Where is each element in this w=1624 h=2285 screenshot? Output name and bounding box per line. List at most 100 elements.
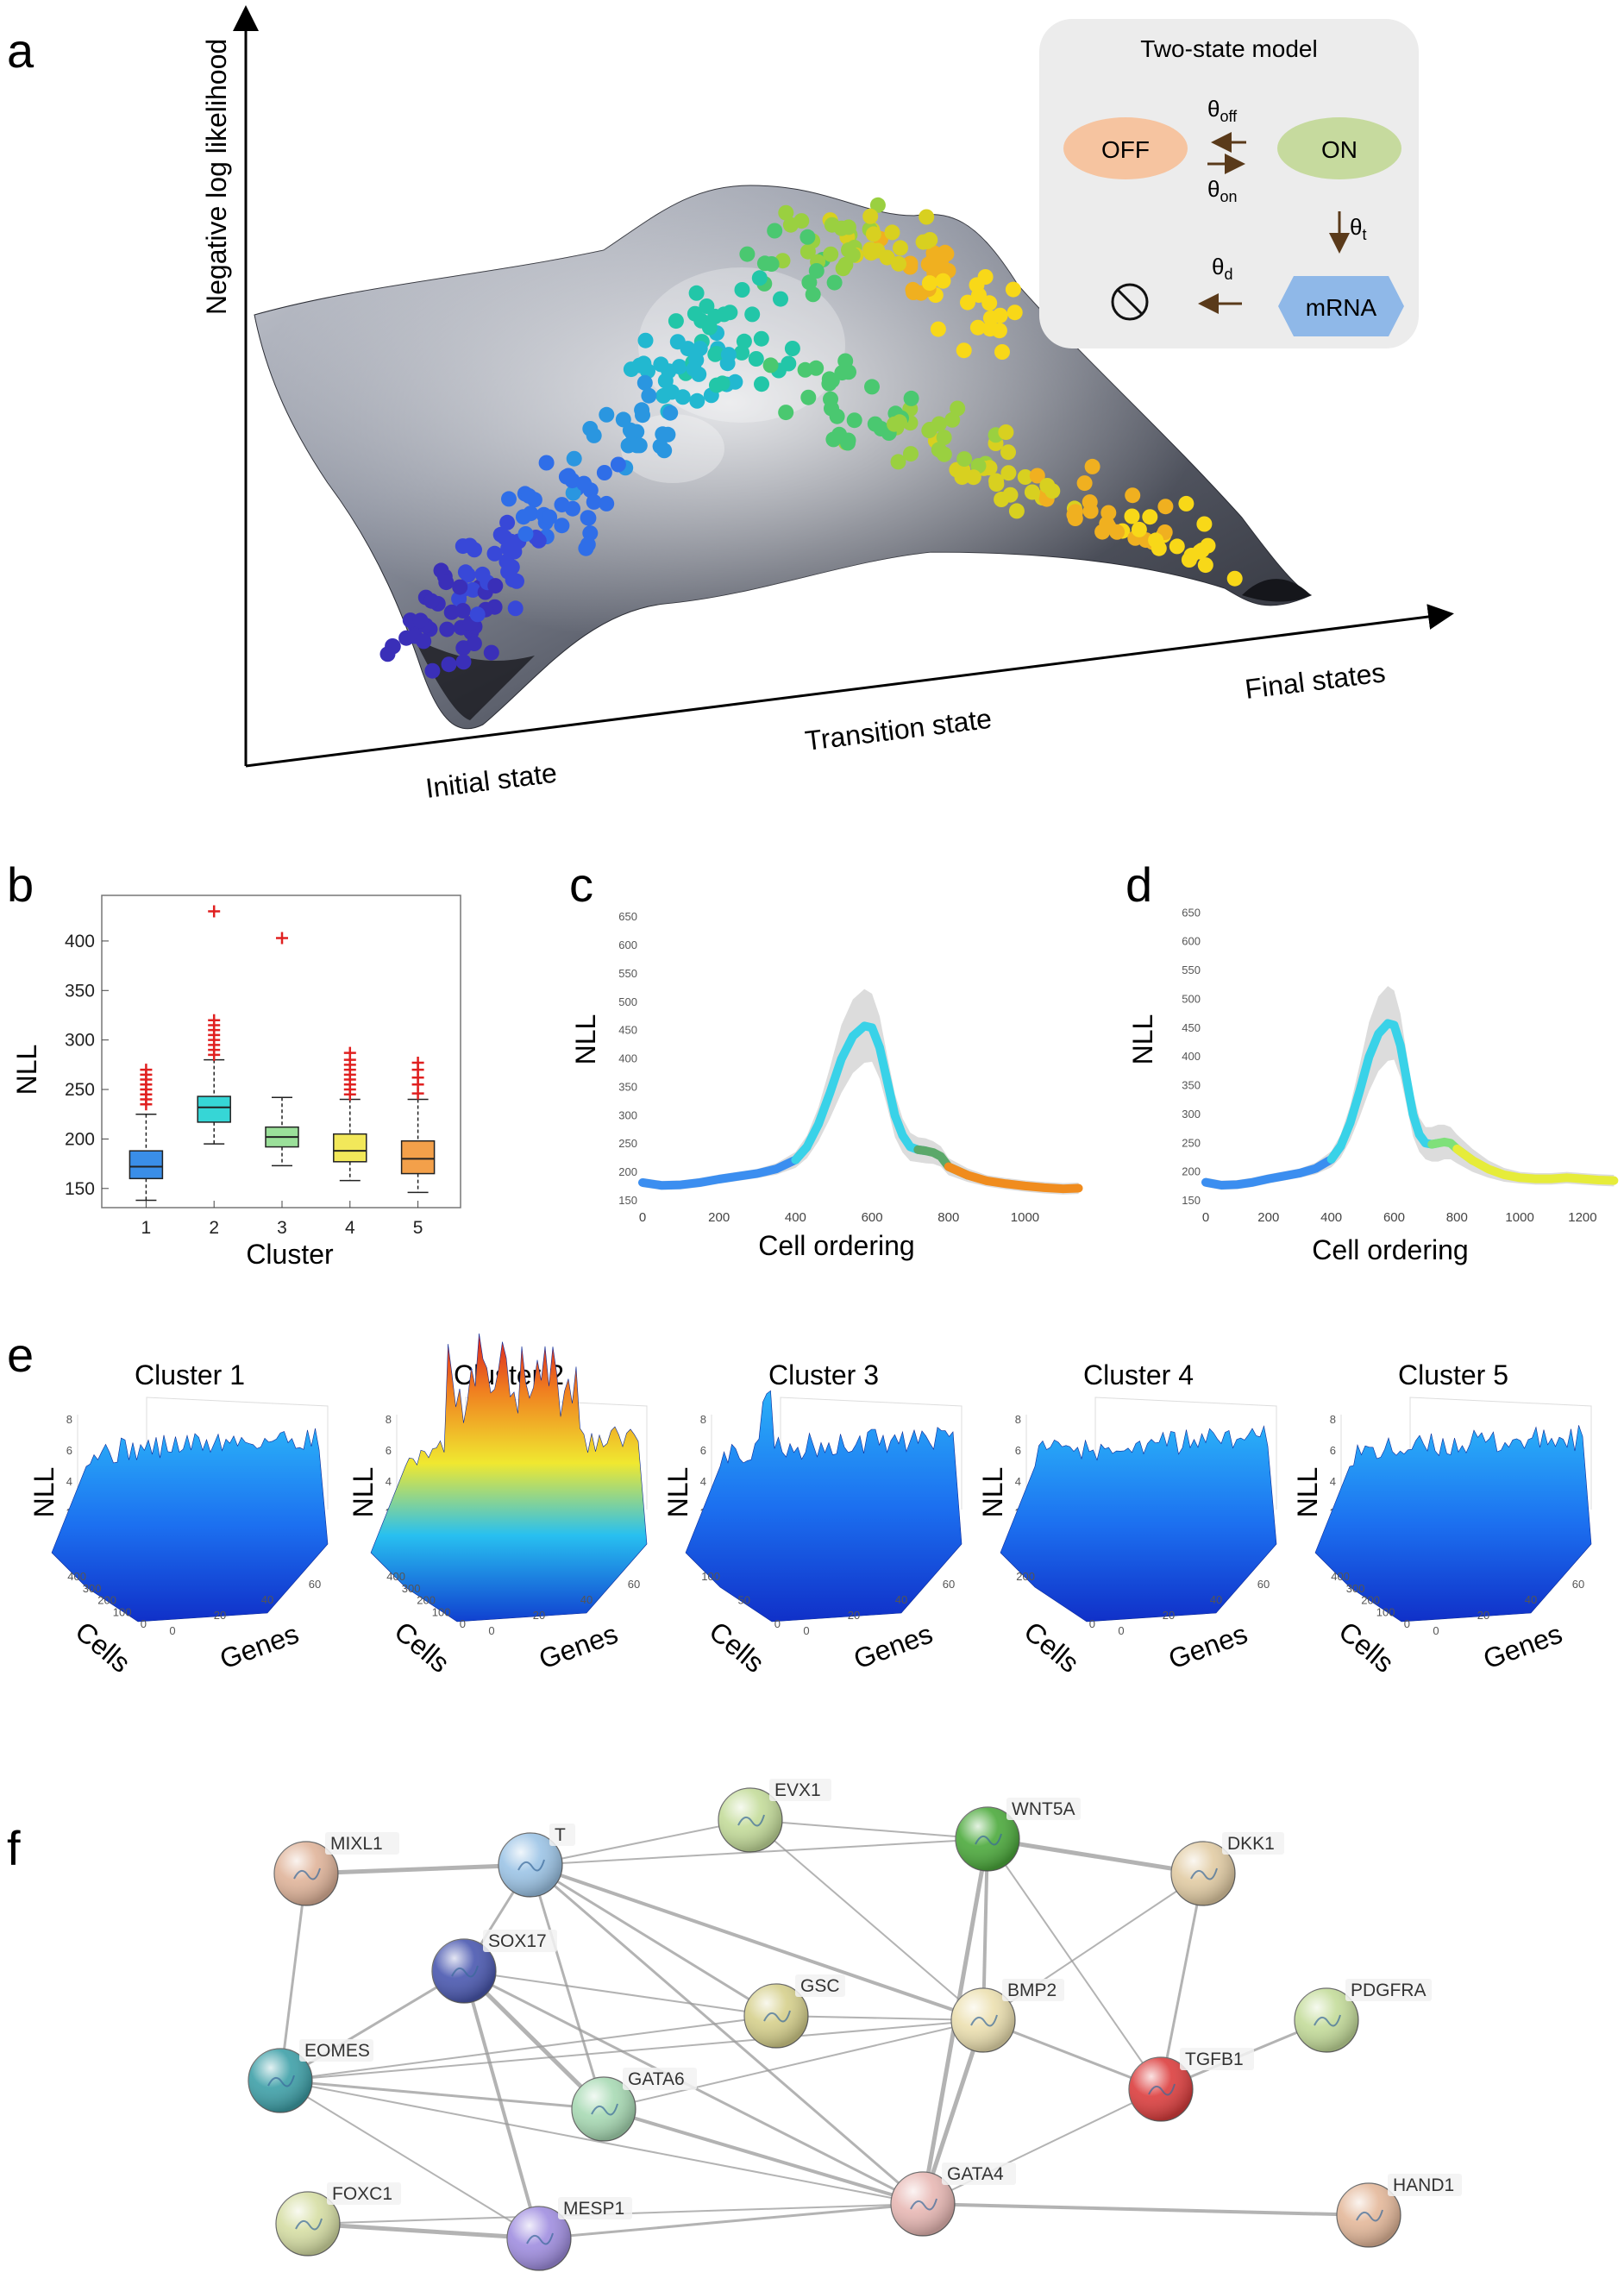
cell-dot bbox=[1029, 468, 1045, 484]
node-label: HAND1 bbox=[1393, 2175, 1454, 2195]
mrna-state-label: mRNA bbox=[1306, 294, 1377, 321]
xtick-label: 800 bbox=[1446, 1210, 1468, 1225]
cells-axis-label: Cells bbox=[1333, 1616, 1401, 1679]
b-ylabel: NLL bbox=[11, 1045, 42, 1095]
cell-dot bbox=[867, 416, 883, 432]
node-gata4[interactable]: GATA4 bbox=[890, 2163, 1016, 2237]
node-wnt5a[interactable]: WNT5A bbox=[955, 1798, 1081, 1872]
z-axis-label: NLL bbox=[348, 1467, 379, 1518]
surface-plot-cluster-2: Cluster 202468NLL01002003004000204060Cel… bbox=[348, 1333, 648, 1679]
z-axis-label: NLL bbox=[28, 1467, 60, 1518]
node-eomes[interactable]: EOMES bbox=[248, 2039, 373, 2113]
ytick-label: 600 bbox=[618, 938, 637, 951]
cell-dot bbox=[903, 446, 919, 462]
xtick-label: 200 bbox=[1257, 1210, 1279, 1225]
protein-structure-icon bbox=[1356, 2209, 1383, 2222]
node-label-bg bbox=[1345, 1979, 1432, 2001]
z-tick-label: 6 bbox=[66, 1444, 72, 1457]
x-label-final: Final states bbox=[1243, 656, 1387, 705]
node-gata6[interactable]: GATA6 bbox=[571, 2068, 697, 2142]
cell-dot bbox=[956, 342, 972, 359]
node-tgfb1[interactable]: TGFB1 bbox=[1128, 2048, 1254, 2122]
node-hand1[interactable]: HAND1 bbox=[1336, 2174, 1462, 2248]
z-axis-label: NLL bbox=[1292, 1467, 1323, 1518]
node-mixl1[interactable]: MIXL1 bbox=[273, 1832, 399, 1906]
ytick-label: 150 bbox=[618, 1194, 637, 1207]
node-label-bg bbox=[327, 2182, 401, 2205]
cell-dot bbox=[965, 469, 981, 486]
node-label: EVX1 bbox=[774, 1780, 821, 1800]
interaction-edge bbox=[530, 1863, 777, 2018]
interaction-edge bbox=[463, 1970, 777, 2017]
cell-dot bbox=[981, 295, 998, 311]
cells-tick-label: 0 bbox=[774, 1617, 781, 1630]
cells-tick-label: 0 bbox=[141, 1617, 147, 1630]
cells-tick-label: 0 bbox=[1089, 1617, 1095, 1630]
z-tick-label: 8 bbox=[66, 1413, 72, 1426]
node-label: DKK1 bbox=[1227, 1834, 1275, 1854]
b-ytick-label: 150 bbox=[65, 1179, 95, 1199]
cell-dot bbox=[977, 269, 994, 285]
xtick-label: 200 bbox=[708, 1210, 730, 1225]
node-evx1[interactable]: EVX1 bbox=[718, 1779, 831, 1853]
node-pdgfra[interactable]: PDGFRA bbox=[1294, 1979, 1432, 2053]
interaction-edge bbox=[279, 2015, 777, 2081]
node-label: MIXL1 bbox=[330, 1834, 383, 1854]
cell-dot bbox=[1084, 458, 1100, 474]
cell-dot bbox=[637, 332, 654, 348]
node-label: GATA6 bbox=[628, 2069, 685, 2089]
genes-tick-label: 0 bbox=[1118, 1624, 1124, 1637]
nll-series-segment bbox=[944, 1162, 1083, 1194]
cell-dot bbox=[708, 346, 724, 361]
xtick-label: 400 bbox=[1320, 1210, 1342, 1225]
cell-dot bbox=[1197, 557, 1213, 574]
node-foxc1[interactable]: FOXC1 bbox=[275, 2182, 401, 2257]
z-tick-label: 8 bbox=[700, 1413, 706, 1426]
b-outlier bbox=[140, 1064, 153, 1077]
genes-tick-label: 20 bbox=[1163, 1609, 1175, 1622]
b-ytick-label: 200 bbox=[65, 1129, 95, 1149]
cell-dot bbox=[1076, 475, 1093, 492]
cell-dot bbox=[778, 204, 794, 221]
cell-dot bbox=[1017, 469, 1033, 485]
cell-dot bbox=[739, 246, 756, 262]
node-label: PDGFRA bbox=[1351, 1981, 1426, 2000]
node-label: MESP1 bbox=[563, 2199, 624, 2219]
cell-dot bbox=[799, 229, 816, 245]
cell-dot bbox=[521, 487, 537, 504]
cells-tick-label: 400 bbox=[386, 1570, 405, 1583]
cell-dot bbox=[921, 275, 937, 292]
theta-off-label: θoff bbox=[1207, 96, 1238, 125]
cell-dot bbox=[586, 493, 602, 510]
node-label: GSC bbox=[800, 1976, 840, 1996]
node-dkk1[interactable]: DKK1 bbox=[1170, 1832, 1284, 1906]
cell-dot bbox=[687, 305, 703, 322]
interaction-edge bbox=[530, 1863, 924, 2206]
genes-tick-label: 40 bbox=[580, 1593, 593, 1606]
genes-tick-label: 60 bbox=[1572, 1578, 1584, 1591]
cell-dot bbox=[668, 313, 684, 330]
interaction-edge bbox=[279, 2080, 924, 2205]
node-t[interactable]: T bbox=[498, 1824, 575, 1898]
node-mesp1[interactable]: MESP1 bbox=[506, 2197, 632, 2271]
line-chart-d: 150 200 250 300 350 400 450 500 550 600 650 0 200 400… bbox=[1182, 906, 1619, 1225]
ytick-label: 550 bbox=[618, 967, 637, 980]
cells-tick-label: 100 bbox=[701, 1570, 720, 1583]
cell-dot bbox=[1157, 499, 1174, 515]
cells-tick-label: 200 bbox=[1016, 1570, 1035, 1583]
protein-structure-icon bbox=[526, 2232, 554, 2245]
panel-e: e Cluster 102468NLL01002003004000204060C… bbox=[7, 1328, 1592, 1679]
cell-dot bbox=[893, 240, 908, 256]
cell-dot bbox=[751, 270, 768, 286]
cell-dot bbox=[865, 226, 881, 242]
cell-dot bbox=[936, 430, 952, 446]
cell-dot bbox=[736, 333, 752, 349]
node-label: SOX17 bbox=[488, 1931, 547, 1951]
node-gsc[interactable]: GSC bbox=[743, 1974, 845, 2049]
node-label-bg bbox=[769, 1779, 831, 1801]
cell-dot bbox=[641, 387, 657, 404]
node-bmp2[interactable]: BMP2 bbox=[950, 1979, 1064, 2053]
node-sox17[interactable]: SOX17 bbox=[431, 1930, 557, 2004]
z-tick-label: 4 bbox=[66, 1475, 72, 1488]
node-label-bg bbox=[483, 1930, 557, 1952]
